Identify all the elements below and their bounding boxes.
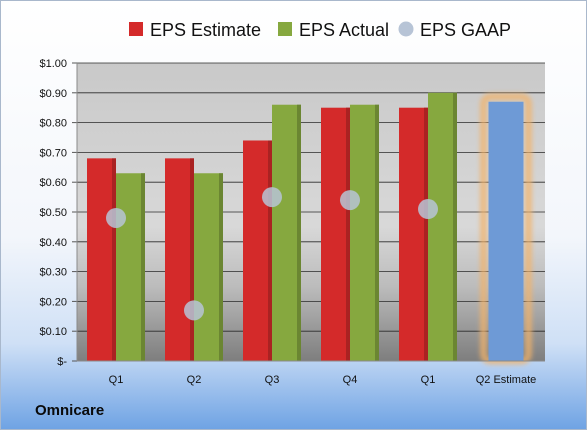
x-tick-label: Q1: [421, 374, 436, 386]
eps-estimate-bar: [243, 140, 272, 361]
gaap-points: [106, 187, 438, 321]
company-name: Omnicare: [35, 402, 105, 419]
x-tick-label: Q4: [343, 374, 358, 386]
y-tick-label: $0.80: [39, 118, 67, 130]
y-tick-label: $0.20: [39, 296, 67, 308]
y-tick-label: $0.40: [39, 237, 67, 249]
eps-actual-bar: [272, 104, 301, 361]
eps-gaap-point: [262, 187, 282, 208]
bar-shade: [141, 173, 145, 361]
legend: EPS Estimate EPS Actual EPS GAAP: [129, 20, 511, 40]
q2-estimate-bar: [488, 101, 524, 362]
legend-label: EPS GAAP: [420, 20, 511, 40]
axes: $1.00 $0.90 $0.80 $0.70 $0.60 $0.50 $0.40 $0.30…: [39, 58, 545, 386]
eps-actual-bar: [428, 92, 457, 362]
eps-estimate-bar: [87, 158, 116, 361]
bar-shade: [112, 158, 116, 361]
y-tick-label: $1.00: [39, 58, 67, 70]
bar-shade: [297, 104, 301, 361]
y-tick-label: $0.90: [39, 88, 67, 100]
eps-actual-bar: [350, 104, 379, 361]
bar-shade: [219, 173, 223, 361]
eps-actual-bar: [194, 173, 223, 361]
bars: [87, 92, 532, 365]
eps-gaap-point: [418, 199, 438, 220]
eps-gaap-point: [184, 300, 204, 321]
legend-estimate-swatch: [129, 22, 143, 36]
bar-shade: [268, 140, 272, 361]
y-tick-label: $0.60: [39, 177, 67, 189]
bar-shade: [190, 158, 194, 361]
x-tick-label: Q2: [187, 374, 202, 386]
eps-estimate-bar: [321, 107, 350, 361]
legend-label: EPS Actual: [299, 20, 389, 40]
bar-shade: [424, 107, 428, 361]
eps-estimate-bar: [165, 158, 194, 361]
eps-actual-bar: [116, 173, 145, 361]
y-tick-label: $0.10: [39, 326, 67, 338]
y-tick-label: $0.50: [39, 207, 67, 219]
x-tick-label: Q1: [109, 374, 124, 386]
eps-gaap-point: [340, 190, 360, 211]
legend-label: EPS Estimate: [150, 20, 261, 40]
legend-actual-swatch: [278, 22, 292, 36]
bar-shade: [375, 104, 379, 361]
x-tick-label: Q2 Estimate: [476, 374, 537, 386]
bar-shade: [346, 107, 350, 361]
eps-gaap-point: [106, 207, 126, 228]
y-tick-label: $0.30: [39, 267, 67, 279]
bar-shade: [453, 92, 457, 362]
eps-estimate-bar: [399, 107, 428, 361]
y-tick-label: $-: [57, 356, 67, 368]
x-tick-label: Q3: [265, 374, 280, 386]
legend-gaap-marker: [398, 21, 414, 37]
y-tick-label: $0.70: [39, 147, 67, 159]
